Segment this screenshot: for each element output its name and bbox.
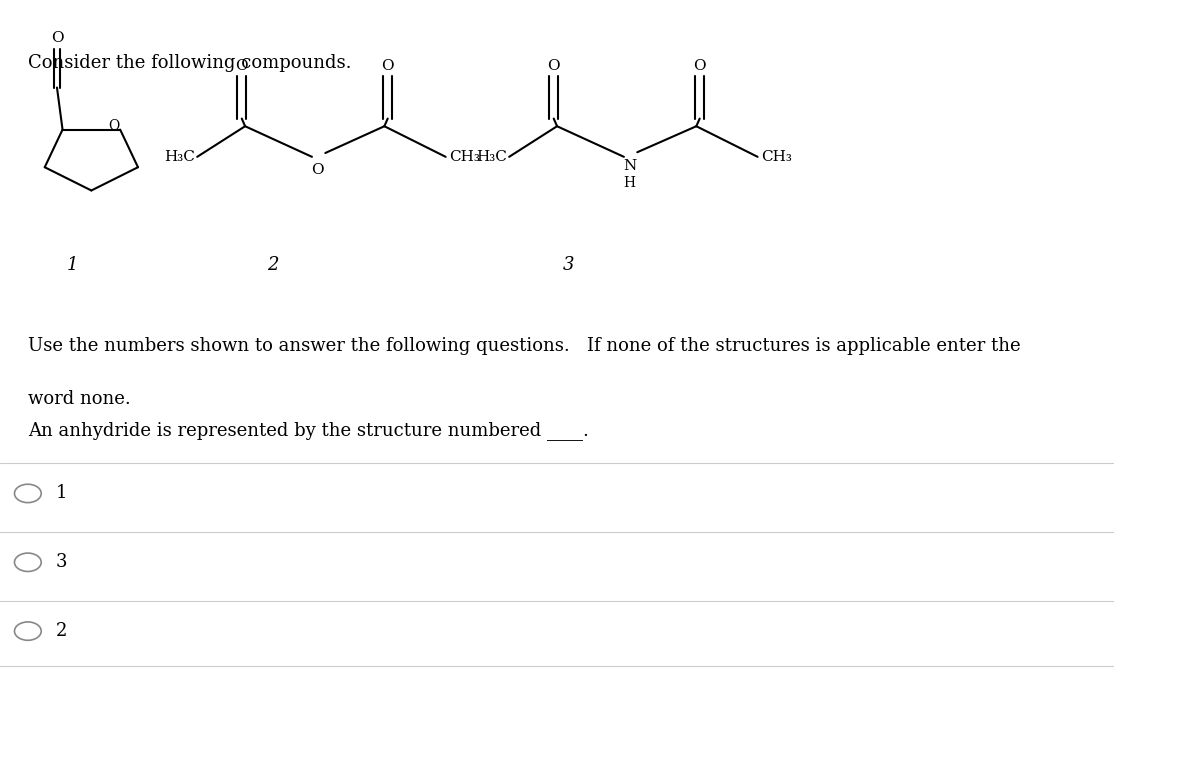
Text: H: H [624, 176, 636, 190]
Text: 3: 3 [563, 256, 574, 275]
Text: O: O [50, 31, 64, 45]
Text: H₃C: H₃C [476, 150, 506, 164]
Text: Use the numbers shown to answer the following questions.   If none of the struct: Use the numbers shown to answer the foll… [28, 337, 1020, 355]
Text: CH₃: CH₃ [449, 150, 480, 164]
Text: An anhydride is represented by the structure numbered ____.: An anhydride is represented by the struc… [28, 421, 589, 440]
Text: Consider the following compounds.: Consider the following compounds. [28, 54, 352, 72]
Text: 2: 2 [268, 256, 278, 275]
Text: 2: 2 [55, 622, 67, 640]
Text: O: O [547, 59, 560, 73]
Text: 1: 1 [55, 484, 67, 503]
Text: O: O [108, 119, 119, 133]
Text: word none.: word none. [28, 390, 131, 409]
Text: 1: 1 [67, 256, 78, 275]
Text: O: O [311, 163, 324, 177]
Text: O: O [235, 59, 248, 73]
Text: N: N [623, 159, 636, 173]
Text: O: O [694, 59, 706, 73]
Text: H₃C: H₃C [164, 150, 194, 164]
Text: CH₃: CH₃ [761, 150, 792, 164]
Text: 3: 3 [55, 553, 67, 571]
Text: O: O [382, 59, 394, 73]
